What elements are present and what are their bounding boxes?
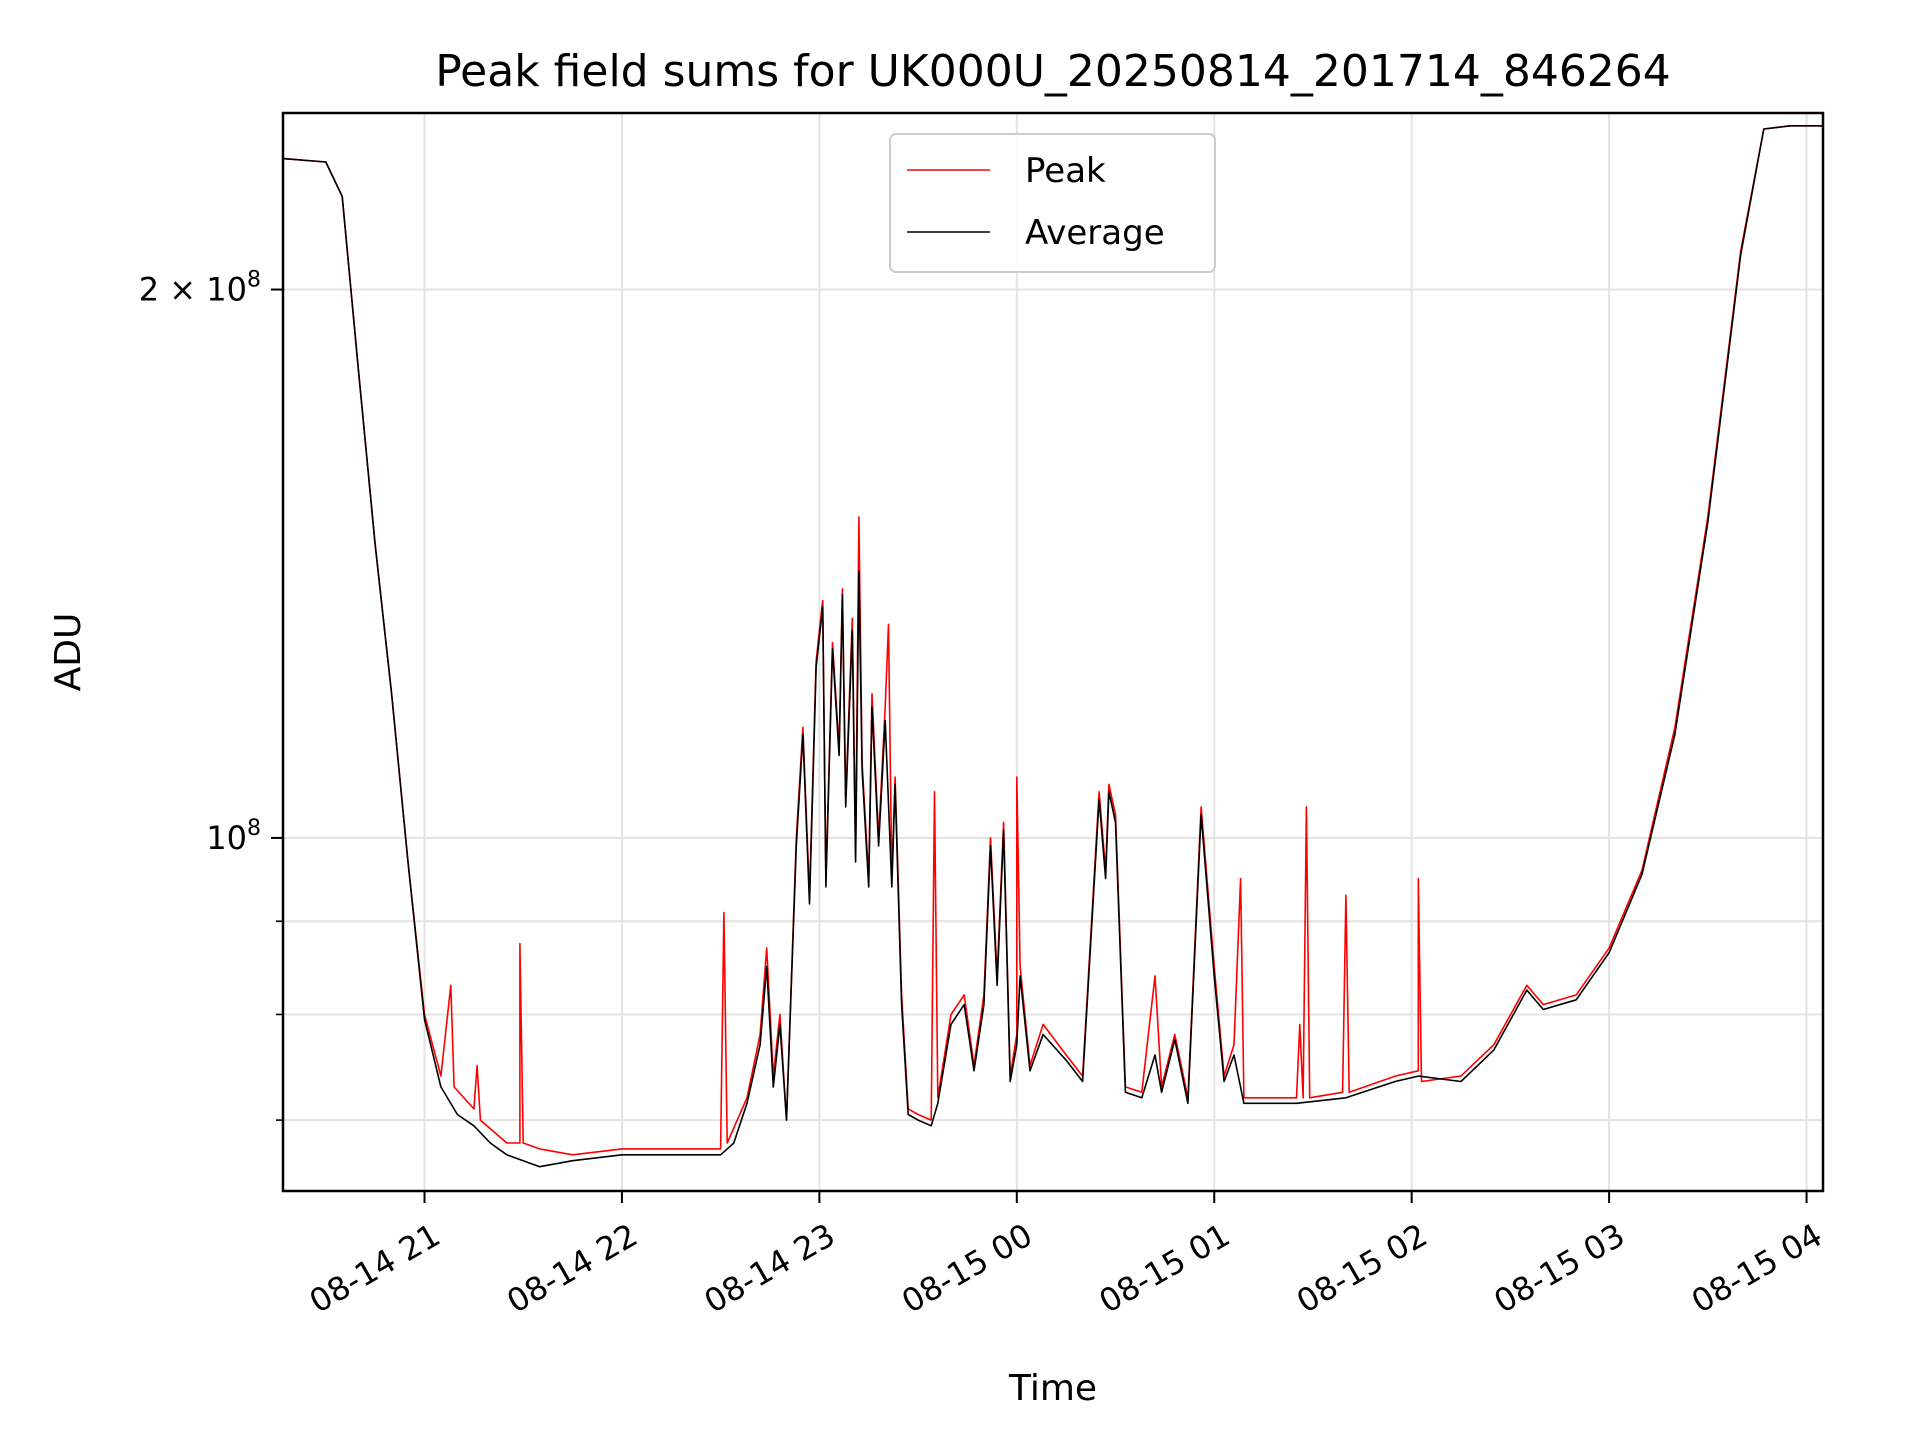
x-axis-label: Time [1008,1368,1097,1409]
y-tick-label-1: 108 [206,816,261,857]
grid [283,113,1823,1191]
y-axis-ticks: 2 × 108 108 [139,268,283,1121]
legend-label-average: Average [1025,213,1165,253]
legend-box [889,133,1216,273]
chart-title: Peak field sums for UK000U_20250814_2017… [435,46,1671,97]
series-line-peak [282,125,1823,1156]
series-line-average [282,125,1823,1168]
plot-frame [281,111,1825,1193]
y-axis-label: ADU [48,613,89,692]
y-tick-label-0: 2 × 108 [139,268,261,309]
series-layer [282,125,1823,1168]
legend: Peak Average [889,133,1216,273]
legend-label-peak: Peak [1025,151,1106,191]
